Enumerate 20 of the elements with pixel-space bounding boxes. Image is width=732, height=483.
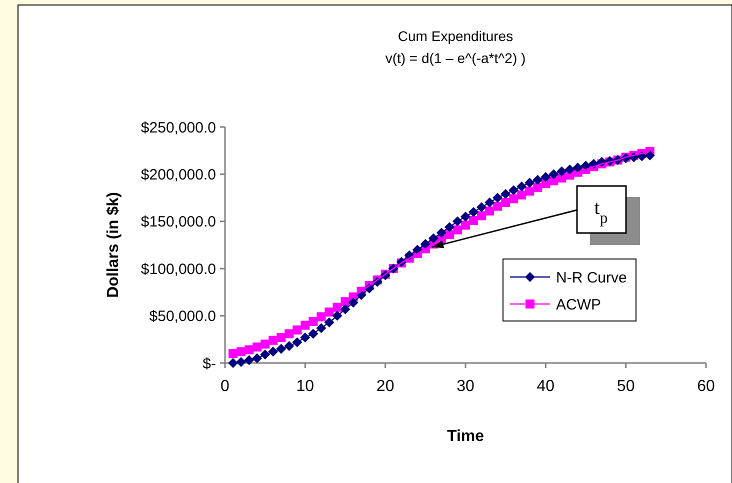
chart-title: Cum Expenditures <box>398 28 514 44</box>
y-axis-title: Dollars (in $k) <box>105 192 122 298</box>
x-axis-title: Time <box>446 428 484 445</box>
y-tick-label: $- <box>202 355 216 372</box>
y-tick-label: $150,000.0 <box>140 214 216 231</box>
legend-label: N-R Curve <box>556 269 627 286</box>
x-tick-label: 20 <box>376 378 394 395</box>
x-tick-label: 60 <box>697 378 715 395</box>
x-tick-label: 0 <box>220 378 230 395</box>
y-tick-label: $250,000.0 <box>140 119 216 136</box>
chart-subtitle: v(t) = d(1 – e^(-a*t^2) ) <box>385 50 526 66</box>
y-tick-label: $200,000.0 <box>140 166 216 184</box>
x-tick-label: 40 <box>536 378 555 395</box>
y-tick-label: $100,000.0 <box>140 260 216 278</box>
x-tick-label: 10 <box>296 378 314 395</box>
annotation: t$_{p}$ <box>594 197 608 226</box>
legend-label: ACWP <box>556 296 601 314</box>
y-tick-label: $50,000.0 <box>149 308 216 326</box>
x-tick-label: 50 <box>616 378 635 395</box>
x-tick-label: 30 <box>456 378 474 395</box>
